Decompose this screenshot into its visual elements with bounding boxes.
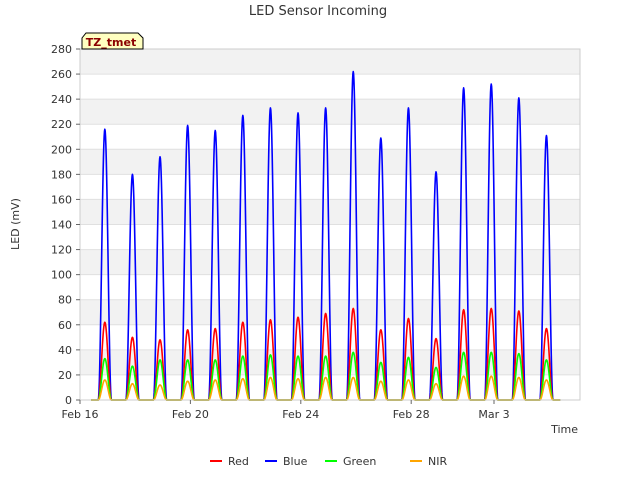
site-badge: TZ_tmet bbox=[81, 32, 144, 50]
y-tick-label: 0 bbox=[65, 394, 72, 407]
plot-band bbox=[80, 174, 580, 200]
y-tick-label: 220 bbox=[51, 118, 72, 131]
legend-label-red: Red bbox=[228, 455, 249, 468]
plot-band bbox=[80, 99, 580, 125]
y-tick-label: 240 bbox=[51, 93, 72, 106]
y-tick-label: 60 bbox=[58, 319, 72, 332]
plot-band bbox=[80, 124, 580, 150]
legend-label-nir: NIR bbox=[428, 455, 447, 468]
legend: Red Blue Green NIR bbox=[210, 455, 447, 468]
x-axis-ticks: Feb 16 Feb 20 Feb 24 Feb 28 Mar 3 bbox=[62, 400, 510, 421]
y-tick-label: 160 bbox=[51, 193, 72, 206]
chart-title: LED Sensor Incoming bbox=[249, 4, 387, 19]
x-tick-label: Feb 16 bbox=[62, 408, 99, 421]
y-tick-label: 40 bbox=[58, 344, 72, 357]
y-tick-label: 120 bbox=[51, 244, 72, 257]
x-tick-label: Feb 28 bbox=[393, 408, 430, 421]
plot-band bbox=[80, 49, 580, 75]
x-tick-label: Mar 3 bbox=[478, 408, 509, 421]
y-tick-label: 140 bbox=[51, 219, 72, 232]
y-tick-label: 180 bbox=[51, 168, 72, 181]
y-tick-label: 200 bbox=[51, 143, 72, 156]
x-axis-label: Time bbox=[550, 423, 578, 436]
y-tick-label: 260 bbox=[51, 68, 72, 81]
y-axis-ticks: 0 20 40 60 80 100 120 140 160 180 200 220 240 260 280 bbox=[51, 43, 80, 407]
plot-band bbox=[80, 149, 580, 175]
legend-label-green: Green bbox=[343, 455, 376, 468]
site-badge-box bbox=[81, 32, 144, 50]
y-tick-label: 80 bbox=[58, 294, 72, 307]
y-tick-label: 280 bbox=[51, 43, 72, 56]
plot-band bbox=[80, 224, 580, 250]
y-tick-label: 20 bbox=[58, 369, 72, 382]
site-badge-label: TZ_tmet bbox=[86, 36, 136, 49]
x-tick-label: Feb 20 bbox=[172, 408, 209, 421]
legend-label-blue: Blue bbox=[283, 455, 308, 468]
plot-band bbox=[80, 249, 580, 275]
x-tick-label: Feb 24 bbox=[282, 408, 319, 421]
plot-band bbox=[80, 199, 580, 225]
y-tick-label: 100 bbox=[51, 269, 72, 282]
y-axis-label: LED (mV) bbox=[9, 198, 22, 250]
plot-band bbox=[80, 74, 580, 100]
